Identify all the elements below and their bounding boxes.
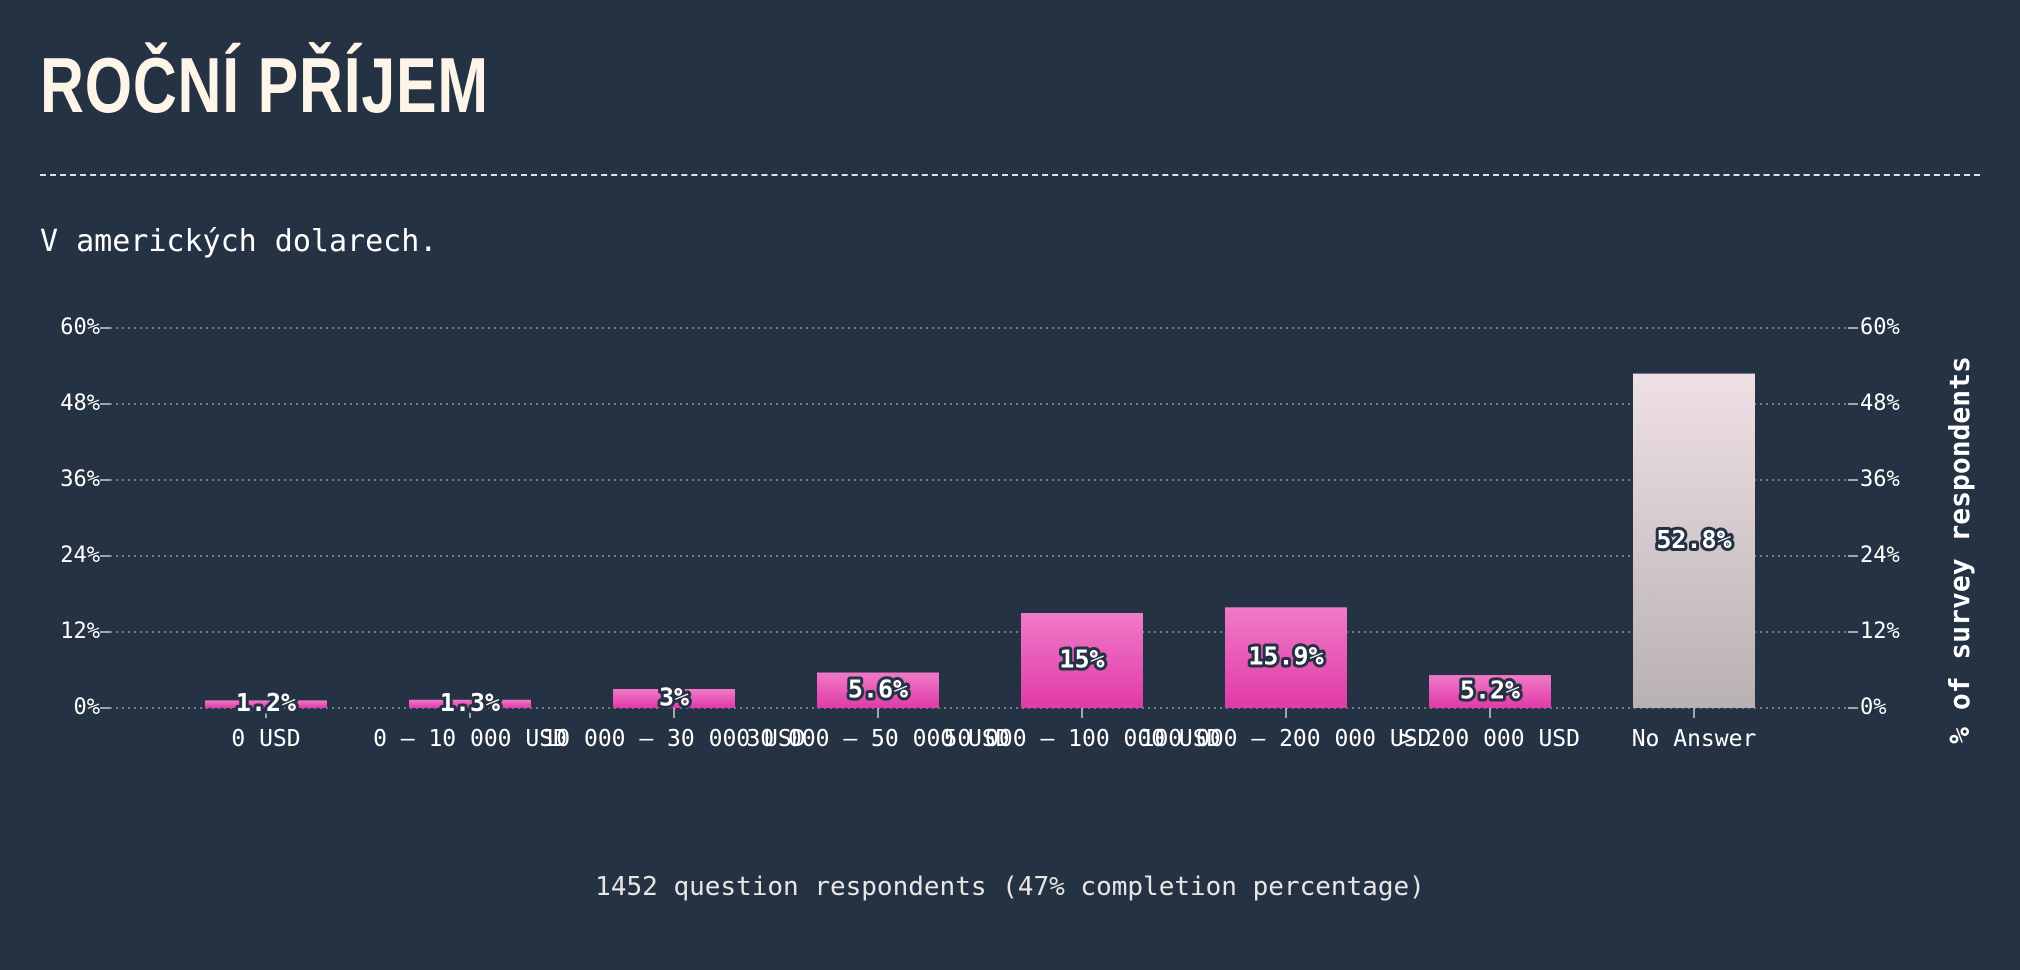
left-tick-label: 0% xyxy=(74,695,101,720)
x-tick-label: No Answer xyxy=(1632,726,1757,752)
bar xyxy=(1429,675,1551,708)
bar xyxy=(1021,613,1143,708)
bar-value-label: 15.9% xyxy=(1248,642,1323,671)
right-y-axis: 0% 12% 24% 36% 48% 60% xyxy=(1848,315,1900,720)
bar-value-label: 15% xyxy=(1059,645,1104,674)
x-tick-label: 100 000 – 200 000 USD xyxy=(1141,726,1432,752)
left-tick-label: 48% xyxy=(60,391,100,416)
bar xyxy=(1225,607,1347,708)
x-tick-label: 50 000 – 100 000 USD xyxy=(944,726,1221,752)
y-axis-title: % of survey respondents xyxy=(1943,356,1976,744)
left-y-axis: 0% 12% 24% 36% 48% 60% xyxy=(60,315,110,720)
bar xyxy=(205,700,327,708)
respondents-note: 1452 question respondents (47% completio… xyxy=(595,872,1425,902)
x-tick-label: > 200 000 USD xyxy=(1400,726,1580,752)
title-divider xyxy=(40,174,1980,176)
bar xyxy=(1633,373,1755,708)
left-tick-label: 24% xyxy=(60,543,100,568)
chart-subtitle: V amerických dolarech. xyxy=(40,224,438,259)
left-tick-label: 60% xyxy=(60,315,100,340)
page-title: ROČNÍ PŘÍJEM xyxy=(40,41,489,129)
bar-value-labels: 1.2% 1.3% 3% 5.6% 15% 15.9% 5.2% 52.8% xyxy=(233,522,1735,720)
bar-value-label: 5.2% xyxy=(1460,676,1520,705)
bar-value-label: 3% xyxy=(659,683,689,712)
bar xyxy=(409,699,531,708)
right-tick-label: 36% xyxy=(1860,467,1900,492)
right-tick-label: 24% xyxy=(1860,543,1900,568)
bar-value-label: 5.6% xyxy=(848,674,908,703)
bar xyxy=(613,689,735,708)
x-tick-label: 30 000 – 50 000 USD xyxy=(746,726,1009,752)
bars xyxy=(205,373,1755,708)
gridlines xyxy=(110,327,1848,709)
bar-value-label: 1.3% xyxy=(440,688,500,717)
x-tick-label: 0 USD xyxy=(231,726,300,752)
right-tick-label: 12% xyxy=(1860,619,1900,644)
x-tick-label: 10 000 – 30 000 USD xyxy=(542,726,805,752)
bar xyxy=(817,672,939,708)
right-tick-label: 0% xyxy=(1860,695,1887,720)
bar-value-label: 1.2% xyxy=(236,688,296,717)
right-tick-label: 60% xyxy=(1860,315,1900,340)
left-tick-label: 12% xyxy=(60,619,100,644)
left-tick-label: 36% xyxy=(60,467,100,492)
right-tick-label: 48% xyxy=(1860,391,1900,416)
bar-value-label: 52.8% xyxy=(1656,525,1731,554)
bar-chart: 0% 12% 24% 36% 48% 60% 0% 12% 24% 36% 48% 60% 0 US… xyxy=(60,315,1976,752)
x-tick-label: 0 – 10 000 USD xyxy=(373,726,567,752)
